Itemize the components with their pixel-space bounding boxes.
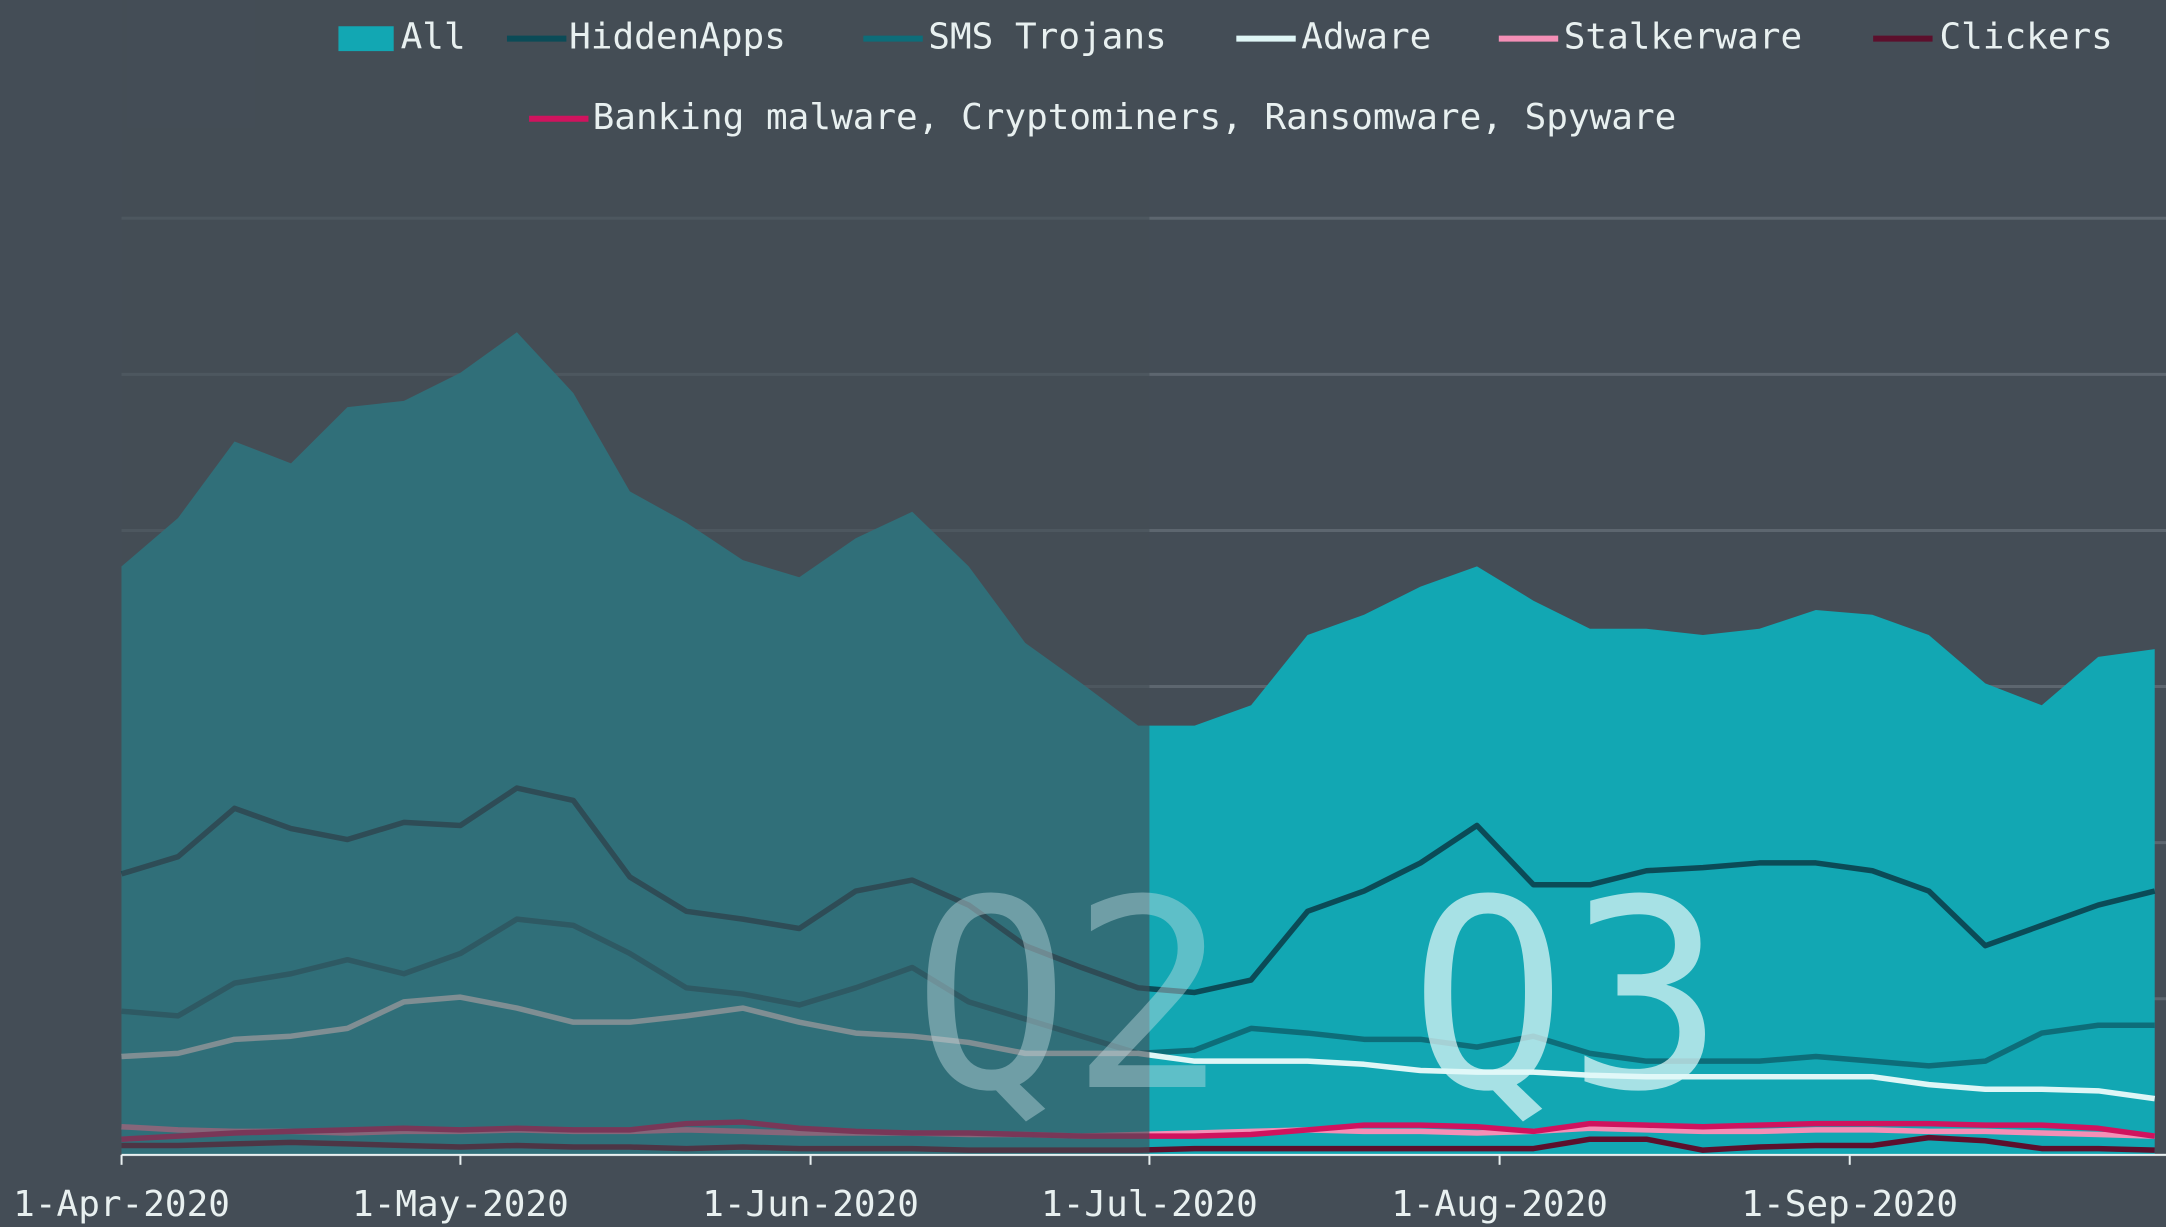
legend-label: SMS Trojans [928,17,1166,58]
legend-label: HiddenApps [569,17,786,58]
legend-label: All [401,17,466,58]
x-tick-label: 1-May-2020 [352,1184,569,1225]
legend-label: Adware [1301,17,1431,58]
x-tick-label: 1-Aug-2020 [1391,1184,1608,1225]
x-tick-label: 1-Jun-2020 [702,1184,919,1225]
annotation: Q3 [1409,844,1724,1149]
legend-label: Clickers [1939,17,2112,58]
x-tick-label: 1-Jul-2020 [1041,1184,1258,1225]
x-tick-label: 1-Sep-2020 [1741,1184,1958,1225]
annotation: Q2 [912,844,1227,1149]
legend-swatch [338,26,394,52]
shaded-span [121,0,1150,1155]
legend-label: Stalkerware [1564,17,1802,58]
x-tick-label: 1-Apr-2020 [13,1184,230,1225]
legend-label: Banking malware, Cryptominers, Ransomwar… [593,97,1677,138]
